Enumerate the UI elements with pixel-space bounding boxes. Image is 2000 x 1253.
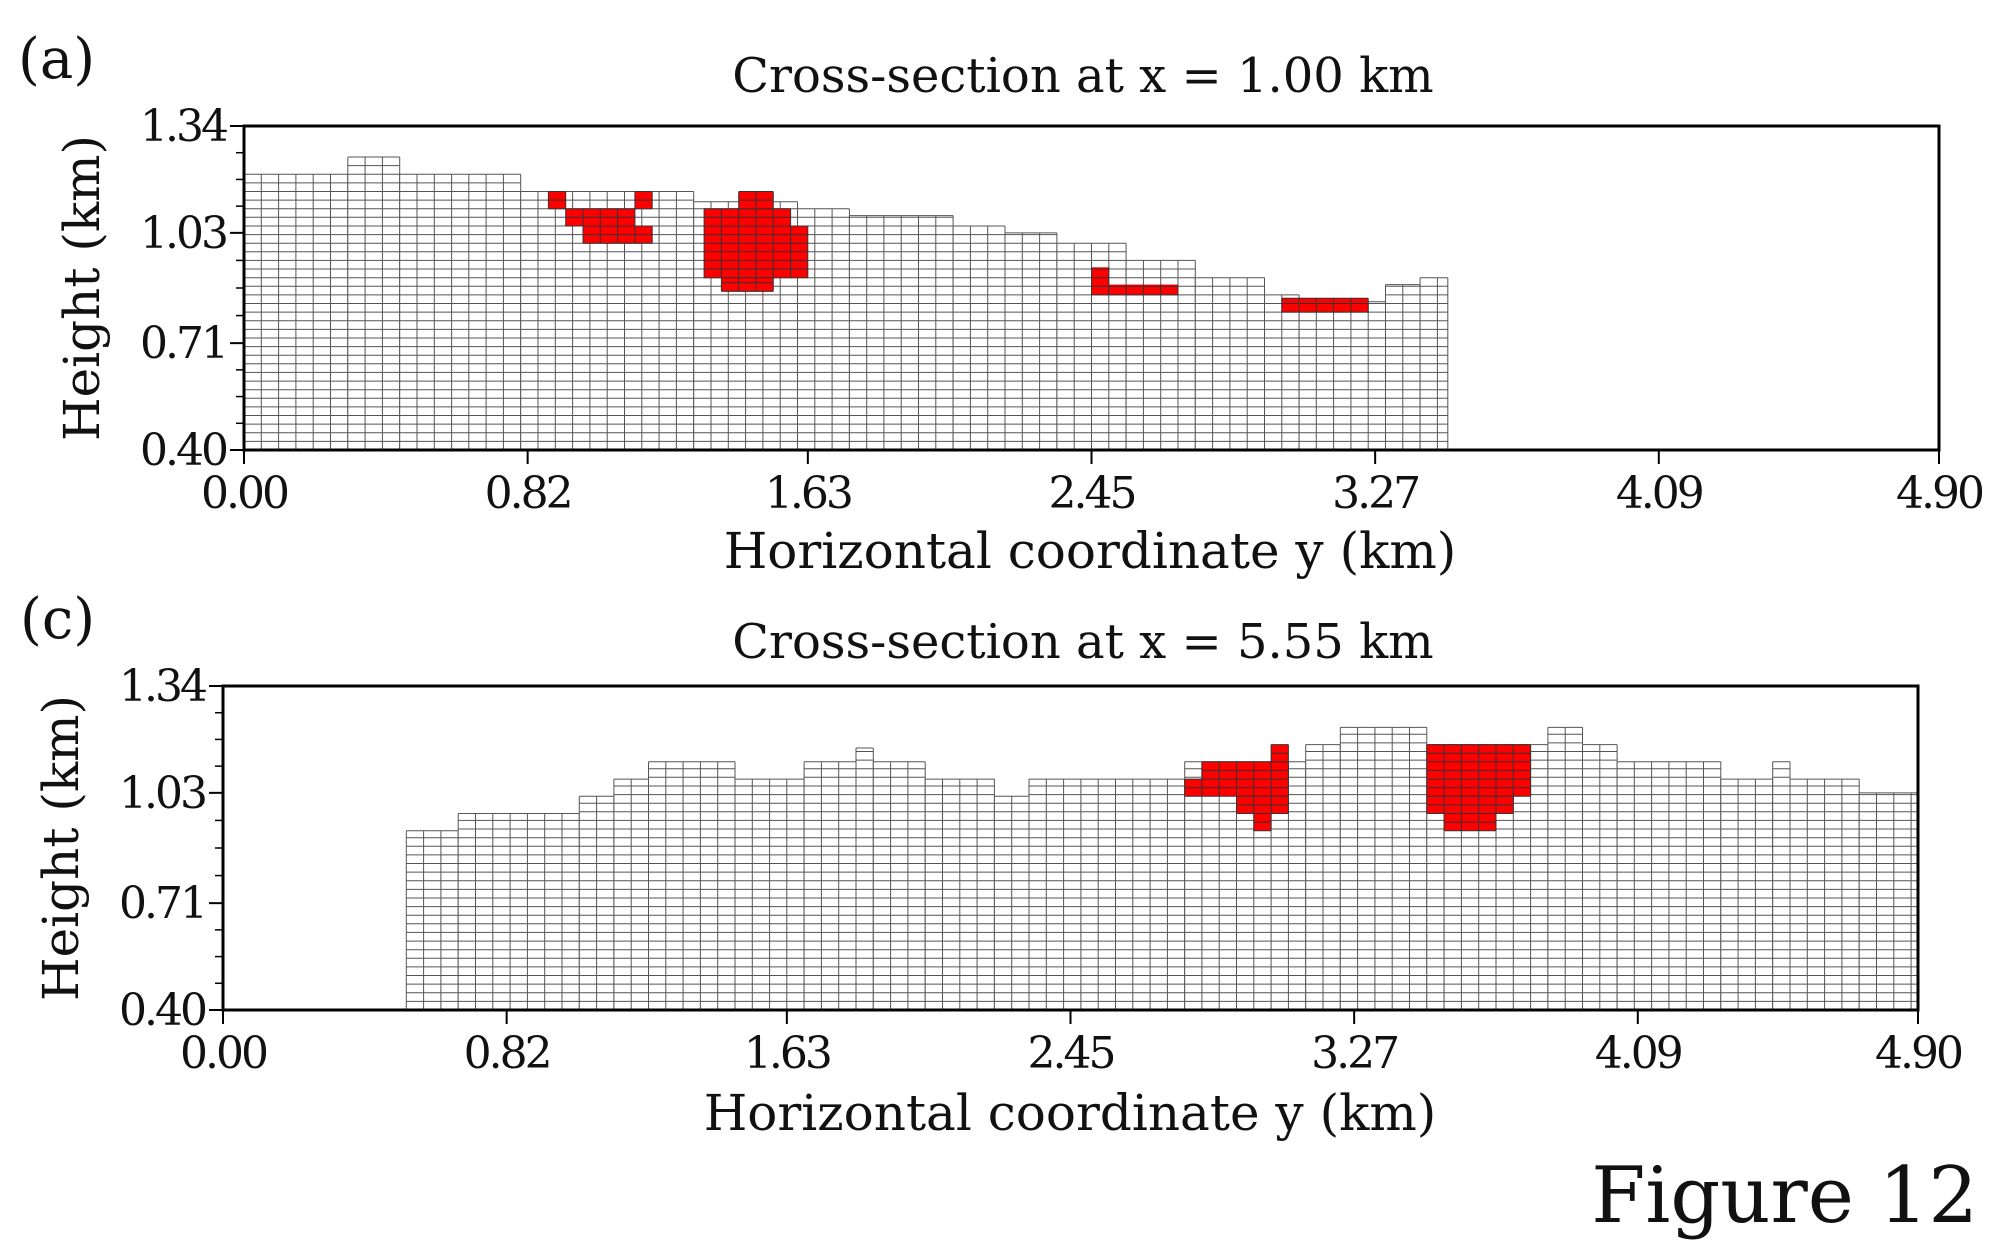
panel-a-highlight-region bbox=[1281, 297, 1369, 313]
panel-c-ylabel: Height (km) bbox=[32, 695, 90, 1001]
panel-c-surface-segment bbox=[1339, 726, 1428, 1011]
panel-c-highlight-region bbox=[1270, 744, 1289, 763]
panel-c-surface-segment bbox=[1582, 744, 1618, 1011]
panel-a-highlight-region bbox=[634, 191, 653, 210]
panel-c-surface-segment bbox=[457, 813, 580, 1011]
panel-a-highlight-region bbox=[1108, 284, 1179, 296]
panel-c-x-tick-label: 1.63 bbox=[744, 1028, 830, 1079]
panel-a-y-tick-label: 1.03 bbox=[140, 208, 226, 259]
panel-a-surface-segment bbox=[347, 156, 401, 451]
panel-a-label: (a) bbox=[18, 27, 95, 92]
panel-c-y-tick-label: 0.40 bbox=[119, 985, 206, 1036]
panel-c-surface-segment bbox=[872, 761, 926, 1011]
panel-a-highlight-region bbox=[547, 191, 567, 210]
panel-c-highlight-region bbox=[1443, 813, 1497, 832]
panel-c-surface-segment bbox=[1028, 778, 1186, 1011]
panel-a-highlight-region bbox=[703, 208, 792, 279]
figure-label: Figure 12 bbox=[1591, 1151, 1978, 1241]
panel-a-x-tick-label: 0.00 bbox=[201, 468, 288, 519]
panel-a-y-tick-label: 0.71 bbox=[140, 318, 226, 369]
panel-a-surface-segment bbox=[1056, 242, 1127, 451]
panel-a-y-tick-label: 0.40 bbox=[140, 425, 227, 476]
panel-c-surface-segment bbox=[1789, 778, 1860, 1011]
panel-a-x-tick-label: 1.63 bbox=[765, 468, 851, 519]
panel-a-surface-segment bbox=[1419, 277, 1449, 451]
panel-a-y-tick-label: 1.34 bbox=[140, 101, 227, 152]
panel-c-highlight-region bbox=[1201, 761, 1289, 797]
panel-c-highlight-region bbox=[1236, 795, 1289, 814]
panel-c-title: Cross-section at x = 5.55 km bbox=[732, 614, 1433, 670]
panel-a-surface-segment bbox=[1385, 284, 1421, 451]
panel-c-surface-segment bbox=[1616, 761, 1722, 1011]
panel-a-title: Cross-section at x = 1.00 km bbox=[732, 48, 1433, 104]
panel-c-y-tick-label: 1.34 bbox=[119, 661, 206, 712]
panel-a-surface-segment bbox=[1194, 277, 1265, 451]
panel-c-x-tick-label: 3.27 bbox=[1311, 1028, 1397, 1079]
panel-c-label: (c) bbox=[20, 587, 95, 652]
panel-c-surface-segment bbox=[924, 778, 995, 1011]
panel-c: (c) Cross-section at x = 5.55 km 0.00 0.8… bbox=[20, 587, 1965, 1142]
panel-a-highlight-region bbox=[1091, 267, 1110, 296]
panel-a-highlight-region bbox=[565, 208, 636, 227]
panel-c-ticks: 0.00 0.82 1.63 2.45 3.27 4.09 4.90 0.40 0.71 1.03… bbox=[119, 661, 1965, 1079]
panel-c-surface-segment bbox=[1547, 726, 1583, 1011]
panel-a-xlabel: Horizontal coordinate y (km) bbox=[724, 522, 1457, 580]
panel-a-surface-segment bbox=[399, 173, 522, 451]
panel-c-y-tick-label: 1.03 bbox=[119, 768, 205, 819]
panel-a-surface-segment bbox=[952, 225, 1006, 451]
panel-c-highlight-region bbox=[1426, 744, 1532, 797]
panel-c-surface-segment bbox=[855, 747, 874, 1011]
panel-a-highlight-region bbox=[720, 277, 774, 292]
panel-c-surface-segment bbox=[1305, 744, 1341, 1011]
panel-c-x-tick-label: 0.82 bbox=[464, 1028, 550, 1079]
panel-c-surface-segment bbox=[734, 778, 805, 1011]
panel-c-x-tick-label: 2.45 bbox=[1028, 1028, 1114, 1079]
panel-c-x-tick-label: 4.90 bbox=[1875, 1028, 1962, 1079]
panel-a-x-tick-label: 3.27 bbox=[1332, 468, 1418, 519]
panel-c-highlight-region bbox=[1184, 778, 1203, 797]
panel-a-ylabel: Height (km) bbox=[53, 135, 111, 441]
panel-a: (a) Cross-section at x = 1.00 km 0.00 0.8… bbox=[18, 27, 1986, 580]
panel-c-surface-segment bbox=[803, 761, 857, 1011]
panel-a-highlight-region bbox=[738, 191, 774, 210]
panel-a-x-tick-label: 4.09 bbox=[1616, 468, 1703, 519]
panel-c-xlabel: Horizontal coordinate y (km) bbox=[704, 1084, 1437, 1142]
panel-c-surface-segment bbox=[578, 795, 615, 1011]
panel-a-surface-segment bbox=[1004, 232, 1058, 451]
panel-a-x-tick-label: 0.82 bbox=[485, 468, 571, 519]
panel-c-highlight-region bbox=[1253, 813, 1272, 832]
panel-c-surface-segment bbox=[405, 830, 459, 1011]
panel-c-surface-segment bbox=[1858, 792, 1918, 1011]
panel-c-surface-segment bbox=[1772, 761, 1791, 1011]
panel-a-surface-segment bbox=[1298, 301, 1386, 451]
panel-c-surface-segment bbox=[648, 761, 736, 1011]
panel-a-surface-segment bbox=[1264, 294, 1300, 451]
panel-c-x-tick-label: 4.09 bbox=[1595, 1028, 1682, 1079]
panel-c-x-tick-label: 0.00 bbox=[180, 1028, 267, 1079]
panel-a-ticks: 0.00 0.82 1.63 2.45 3.27 4.09 4.90 0.40 0.71 1.03… bbox=[140, 101, 1986, 519]
panel-a-highlight-region bbox=[582, 225, 653, 244]
panel-c-y-tick-label: 0.71 bbox=[119, 878, 205, 929]
panel-c-surface-segment bbox=[613, 778, 649, 1011]
panel-a-surface-segment bbox=[848, 215, 954, 451]
panel-a-x-tick-label: 4.90 bbox=[1896, 468, 1983, 519]
panel-c-surface-segment bbox=[993, 795, 1030, 1011]
panel-a-cells bbox=[243, 156, 1449, 451]
panel-a-highlight-region bbox=[790, 225, 809, 279]
panel-c-cells bbox=[405, 726, 1918, 1011]
panel-a-x-tick-label: 2.45 bbox=[1049, 468, 1135, 519]
panel-a-surface-segment bbox=[243, 173, 349, 451]
panel-c-surface-segment bbox=[1720, 778, 1774, 1011]
panel-c-highlight-region bbox=[1426, 795, 1514, 814]
